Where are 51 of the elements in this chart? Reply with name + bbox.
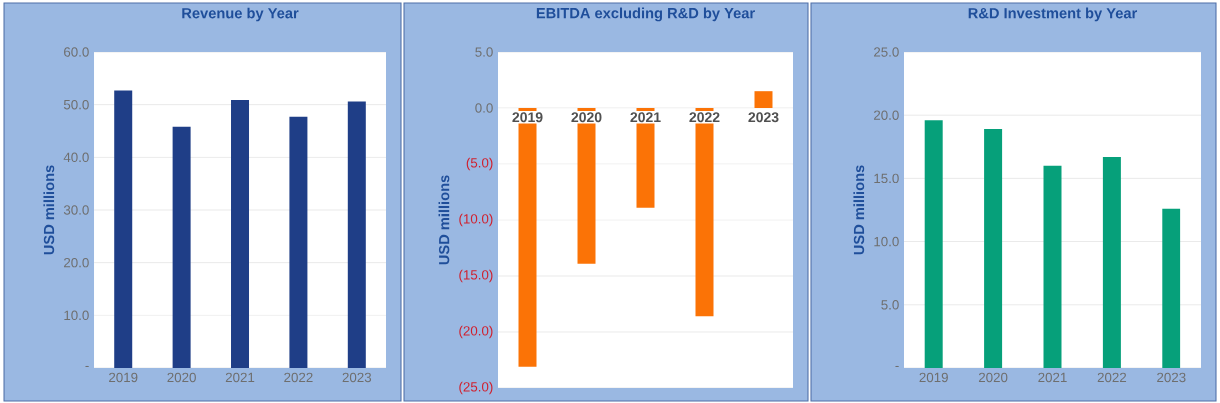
chart-title: EBITDA excluding R&D by Year	[536, 7, 755, 22]
x-tick-label: 2023	[342, 372, 372, 383]
x-tick-label: 2020	[978, 372, 1008, 383]
y-axis-title: USD millions	[438, 175, 450, 265]
y-tick-label: (25.0)	[459, 381, 493, 395]
y-tick-label: 20.0	[874, 110, 899, 120]
y-tick-label: (20.0)	[459, 325, 493, 339]
y-tick-label: (15.0)	[459, 269, 493, 283]
x-tick-label: 2023	[1157, 372, 1186, 383]
y-axis-title: USD millions	[43, 165, 55, 255]
x-tick-label: 2022	[1097, 372, 1127, 383]
y-tick-label: 25.0	[874, 47, 899, 57]
y-tick-label: 5.0	[475, 47, 493, 57]
bar	[1162, 208, 1181, 368]
x-tick-label: 2020	[571, 112, 602, 123]
y-tick-label: -	[895, 365, 899, 367]
bar	[289, 116, 308, 368]
bar	[114, 90, 133, 368]
x-tick-label: 2021	[1038, 372, 1067, 383]
y-tick-label: (5.0)	[466, 157, 493, 171]
y-tick-label: 60.0	[64, 47, 89, 57]
bar	[1102, 156, 1121, 368]
y-tick-label: 10.0	[874, 236, 899, 247]
y-tick-label: 50.0	[63, 99, 89, 110]
y-tick-label: 15.0	[874, 173, 899, 184]
y-axis-title: USD millions	[853, 165, 865, 255]
x-tick-label: 2022	[284, 372, 313, 383]
bar	[1043, 165, 1062, 368]
x-tick-label: 2019	[109, 372, 138, 383]
y-tick-label: 0.0	[475, 103, 493, 113]
bar	[231, 99, 250, 368]
y-tick-label: 30.0	[63, 205, 89, 215]
y-tick-label: (10.0)	[459, 213, 493, 227]
x-tick-label: 2020	[167, 372, 196, 383]
bar	[347, 101, 366, 368]
x-tick-label: 2019	[512, 112, 543, 123]
x-tick-label: 2021	[225, 372, 255, 383]
x-tick-label: 2023	[748, 112, 779, 123]
chart-title: R&D Investment by Year	[968, 7, 1138, 22]
chart-title: Revenue by Year	[182, 7, 299, 22]
bar	[924, 120, 943, 368]
bar	[172, 126, 191, 368]
y-tick-label: 10.0	[64, 310, 89, 321]
y-tick-label: 40.0	[63, 152, 89, 163]
x-tick-label: 2019	[919, 372, 948, 383]
y-tick-label: 20.0	[64, 257, 89, 268]
x-tick-label: 2022	[689, 112, 720, 123]
y-tick-label: 5.0	[881, 300, 899, 310]
x-tick-label: 2021	[630, 112, 661, 123]
bar	[984, 129, 1003, 368]
y-tick-label: -	[85, 365, 89, 367]
